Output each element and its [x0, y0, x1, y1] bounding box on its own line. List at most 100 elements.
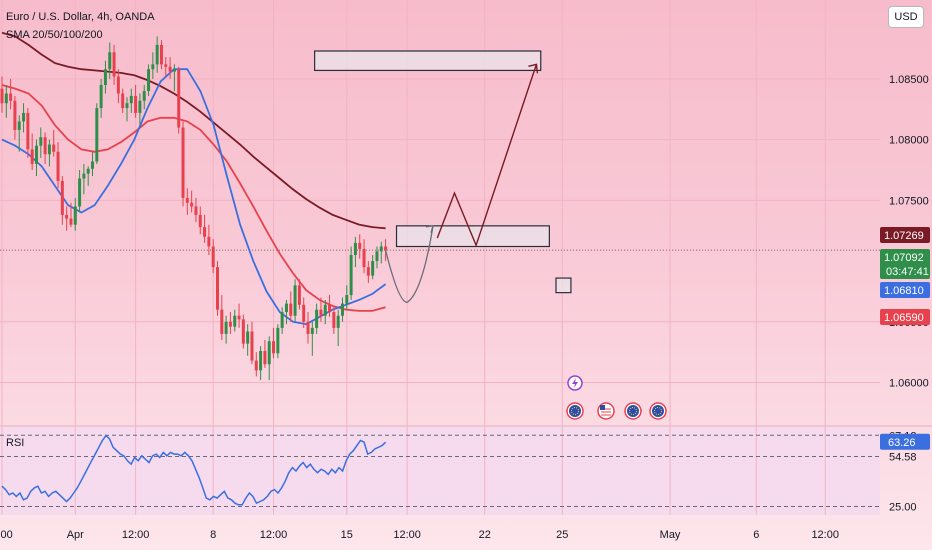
- projection-zigzag: [436, 64, 538, 248]
- flag-stars: [629, 407, 637, 415]
- candle-body: [65, 214, 69, 219]
- price-tag: [880, 282, 930, 298]
- candle-body: [155, 44, 159, 65]
- candle-body: [13, 100, 17, 130]
- projection-dip: [384, 225, 434, 304]
- candle-body: [168, 66, 172, 72]
- symbol-title: Euro / U.S. Dollar, 4h, OANDA: [6, 11, 155, 23]
- candle-body: [345, 295, 349, 304]
- candle-body: [17, 121, 21, 130]
- rsi-line: [1, 434, 387, 506]
- candle-body: [310, 327, 314, 334]
- sma-50-line: [1, 84, 386, 312]
- candle-body: [379, 246, 383, 252]
- candle-body: [353, 242, 357, 255]
- candle-body: [134, 95, 138, 113]
- candle-body: [302, 304, 306, 322]
- candle-body: [39, 137, 43, 146]
- projection-arrowhead: [425, 225, 434, 234]
- price-tag-value: 1.07092: [884, 252, 924, 264]
- flag-fill: [627, 405, 639, 417]
- candle-body: [293, 285, 297, 316]
- candle-body: [0, 88, 4, 104]
- candle-body: [22, 112, 26, 122]
- time-tick-label: 12:00: [393, 529, 421, 541]
- candle-body: [125, 103, 129, 109]
- candle-body: [142, 91, 146, 101]
- candle-body: [185, 197, 189, 203]
- candle-body: [371, 261, 375, 276]
- candle-body: [164, 64, 168, 67]
- candle-body: [220, 309, 224, 334]
- candle-body: [358, 242, 362, 249]
- time-tick-label: 22: [479, 529, 491, 541]
- candle-body: [241, 319, 245, 344]
- candle-body: [9, 93, 13, 101]
- candle-body: [26, 112, 30, 150]
- candle-body: [280, 312, 284, 328]
- candle-body: [30, 149, 34, 164]
- time-tick-label: 2:00: [0, 529, 13, 541]
- price-tag-value: 1.06810: [884, 285, 924, 297]
- projection-path: [384, 63, 539, 304]
- candle-body: [108, 52, 112, 70]
- candle-body: [384, 246, 388, 251]
- candle-body: [151, 64, 155, 70]
- candle-body: [78, 178, 82, 207]
- candle-body: [259, 350, 263, 371]
- candle-body: [99, 85, 103, 109]
- flag-stars: [571, 407, 579, 415]
- price-axis: 1.085001.080001.075001.065001.060001.072…: [880, 74, 930, 390]
- candle-body: [319, 309, 323, 316]
- candle-body: [95, 108, 99, 162]
- candle-body: [177, 69, 181, 128]
- candle-body: [56, 151, 60, 181]
- rsi-tick-label: 54.58: [889, 451, 917, 463]
- target-arrowhead: [528, 63, 539, 74]
- time-tick-label: May: [660, 529, 681, 541]
- moving-averages: [1, 31, 387, 326]
- candle-body: [254, 360, 258, 371]
- candle-body: [216, 267, 219, 310]
- candle-body: [43, 137, 47, 155]
- candle-body: [4, 93, 8, 104]
- candle-body: [103, 69, 107, 85]
- candle-body: [194, 206, 198, 215]
- candle-body: [328, 304, 332, 313]
- candle-body: [228, 321, 232, 327]
- candle-body: [224, 321, 228, 334]
- price-tick-label: 1.07500: [889, 195, 929, 207]
- price-tag-value: 1.06590: [884, 312, 924, 324]
- time-tick-label: 12:00: [811, 529, 839, 541]
- candle-body: [47, 144, 51, 155]
- time-tick-label: 15: [341, 529, 353, 541]
- candle-body: [207, 236, 211, 247]
- candle-body: [237, 315, 241, 320]
- candle-body: [60, 180, 64, 215]
- rsi-value-text: 63.26: [888, 437, 916, 449]
- candle-body: [91, 161, 95, 169]
- candle-body: [172, 69, 176, 72]
- candle-body: [349, 255, 353, 296]
- rsi-label: RSI: [6, 437, 25, 449]
- flag-stars: [654, 407, 662, 415]
- candle-body: [267, 341, 271, 365]
- flag-canton: [600, 405, 605, 410]
- candle-body: [306, 321, 310, 334]
- candle-body: [129, 95, 133, 104]
- price-tag: [880, 309, 930, 325]
- candle-body: [112, 52, 116, 77]
- candle-body: [276, 327, 280, 354]
- candle-body: [198, 214, 202, 228]
- candle-body: [86, 168, 90, 174]
- time-tick-label: 12:00: [260, 529, 288, 541]
- candle-body: [250, 331, 254, 361]
- candle-body: [340, 303, 344, 316]
- rsi-value-tag: [880, 433, 930, 450]
- candle-body: [138, 100, 142, 113]
- lightning-glyph: [572, 378, 578, 388]
- sma-200-line: [1, 31, 386, 230]
- currency-button[interactable]: USD: [888, 6, 924, 28]
- price-tick-label: 1.08000: [889, 135, 929, 147]
- candle-body: [375, 251, 379, 262]
